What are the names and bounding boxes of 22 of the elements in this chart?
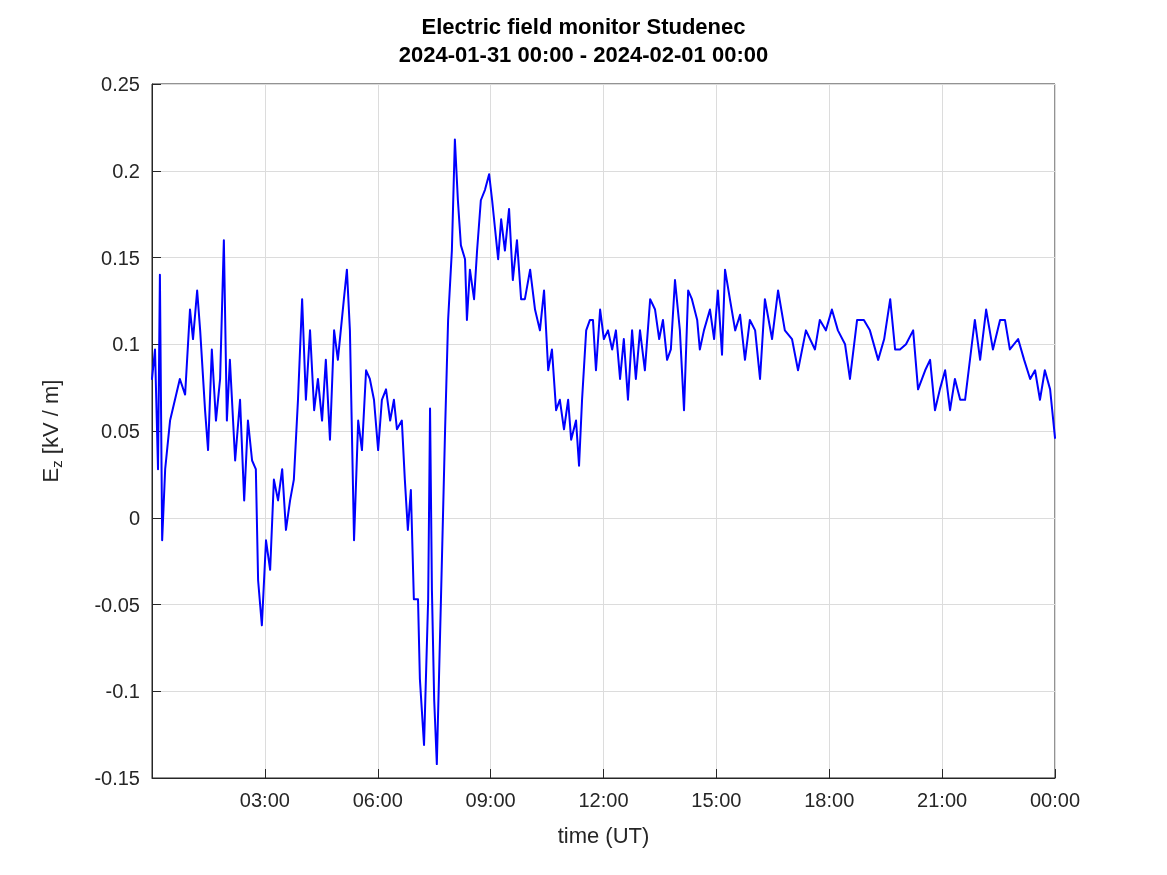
y-tick-label: 0.25 xyxy=(101,73,140,95)
x-tick-label: 00:00 xyxy=(1029,789,1081,811)
x-tick-label: 18:00 xyxy=(804,789,855,811)
chart-subtitle: 2024-01-31 00:00 - 2024-02-01 00:00 xyxy=(398,41,769,67)
y-tick-label: -0.05 xyxy=(94,593,140,616)
y-tick-label: 0 xyxy=(128,506,140,529)
y-tick-label: 0.2 xyxy=(112,159,140,182)
x-tick-label: 09:00 xyxy=(465,789,516,811)
x-tick-label: 21:00 xyxy=(917,789,968,811)
y-tick-label: 0.15 xyxy=(101,246,140,269)
y-tick-label: -0.1 xyxy=(105,680,140,703)
line-series xyxy=(151,138,1056,766)
x-tick-label: 12:00 xyxy=(578,789,629,811)
x-axis-title: time (UT) xyxy=(557,822,650,848)
y-axis-title: Ez [kV / m] xyxy=(38,379,65,483)
y-tick-label: -0.15 xyxy=(94,767,140,789)
x-tick-label: 15:00 xyxy=(691,789,742,811)
y-tick-label: 0.1 xyxy=(112,333,140,356)
chart-title: Electric field monitor Studenec xyxy=(421,13,746,39)
x-tick-label: 06:00 xyxy=(352,789,403,811)
y-tick-label: 0.05 xyxy=(101,420,140,442)
x-tick-label: 03:00 xyxy=(239,789,290,811)
